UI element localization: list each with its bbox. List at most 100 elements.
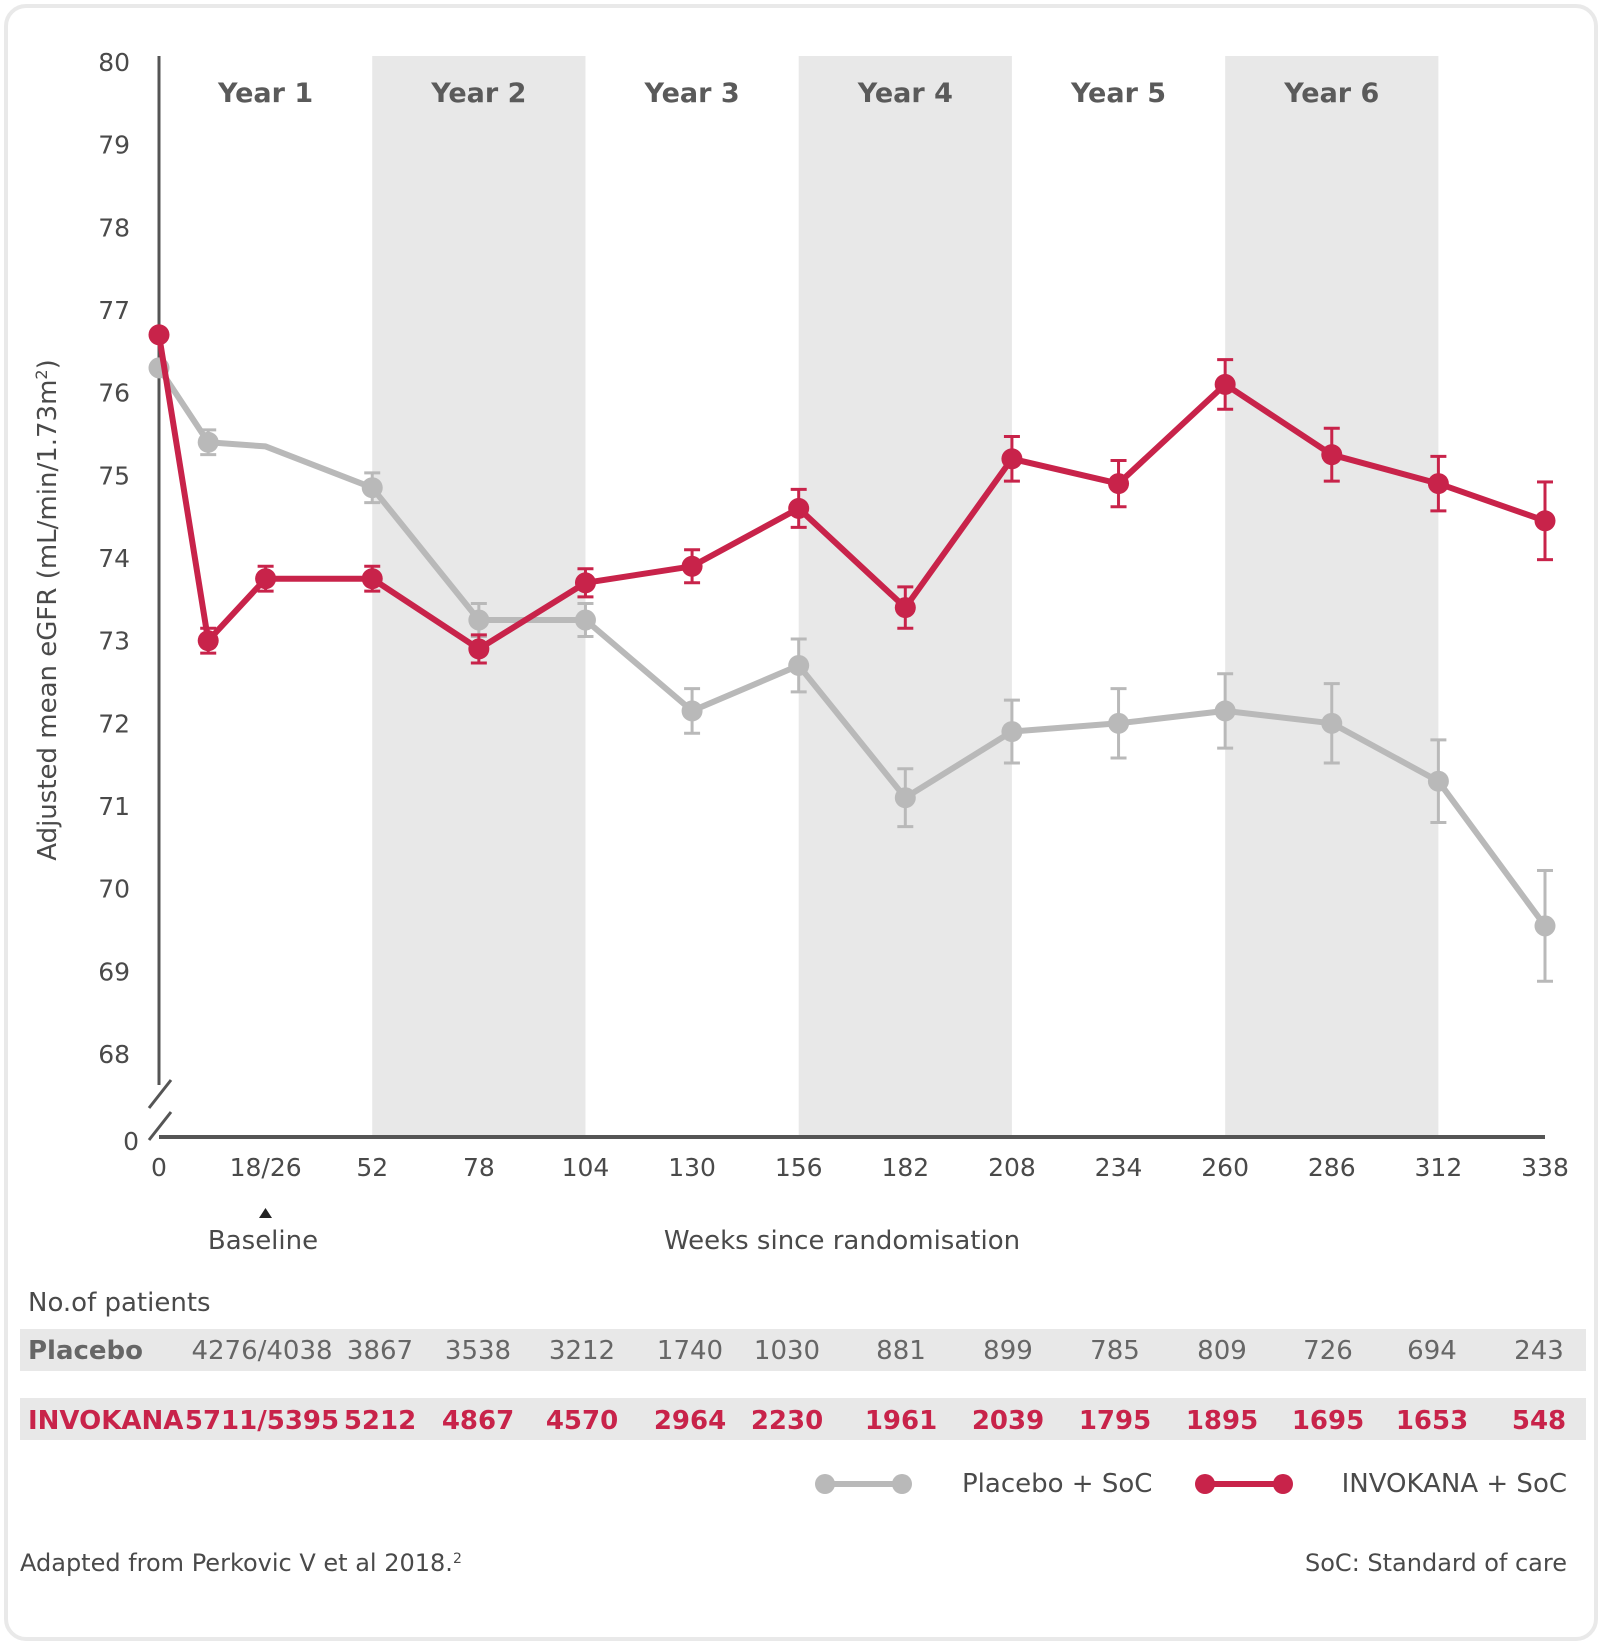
patients-table-cell: 4276/4038: [191, 1336, 332, 1366]
y-tick-label: 70: [98, 875, 130, 904]
data-point: [361, 568, 383, 590]
data-point: [1321, 712, 1343, 734]
data-point: [1108, 712, 1130, 734]
patients-table-cell: 1695: [1292, 1406, 1364, 1436]
invokana-row-bg: [20, 1398, 1586, 1440]
axis-break-mark-lower: [147, 1111, 173, 1141]
data-point: [1534, 510, 1556, 532]
year-band-label-5: Year 5: [1070, 78, 1166, 109]
patients-table-cell: 548: [1512, 1406, 1566, 1436]
year-band-2: [372, 56, 586, 1137]
x-tick-label: 286: [1308, 1153, 1356, 1182]
x-tick-label: 104: [562, 1153, 610, 1182]
y-axis: 80 79 78 77 76 75 74 73 72 71 70 69 68 0: [98, 48, 173, 1156]
y-break-zero-label: 0: [123, 1127, 139, 1156]
placebo-row-bg: [20, 1329, 1586, 1371]
y-tick-label: 72: [98, 709, 130, 738]
y-tick-label: 68: [98, 1040, 130, 1069]
y-tick-label: 74: [98, 544, 130, 573]
patients-table-cell: 243: [1514, 1336, 1564, 1366]
data-point: [1108, 473, 1130, 495]
year-band-label-4: Year 4: [857, 78, 953, 109]
patients-table-cell: 785: [1090, 1336, 1140, 1366]
data-point: [1321, 444, 1343, 466]
patients-table-cell: 2230: [751, 1406, 823, 1436]
legend-placebo-label: Placebo + SoC: [962, 1469, 1152, 1499]
patients-table-cell: 1961: [865, 1406, 937, 1436]
data-point: [574, 572, 596, 594]
x-tick-label: 18/26: [230, 1153, 302, 1182]
legend-placebo-dot-left: [815, 1474, 835, 1494]
y-tick-label: 69: [98, 957, 130, 986]
y-axis-title-sup: 2: [32, 369, 51, 379]
data-point: [894, 787, 916, 809]
year-band-label-2: Year 2: [430, 78, 526, 109]
patients-table-cell: 809: [1197, 1336, 1247, 1366]
data-point: [197, 630, 219, 652]
year-band-label-6: Year 6: [1283, 78, 1379, 109]
data-point: [1534, 915, 1556, 937]
baseline-marker-icon: [259, 1208, 272, 1218]
x-tick-label: 338: [1521, 1153, 1569, 1182]
x-tick-label: 182: [881, 1153, 929, 1182]
x-tick-label: 78: [463, 1153, 495, 1182]
data-point: [681, 555, 703, 577]
data-point: [468, 638, 490, 660]
patients-table-cell: 3867: [347, 1336, 413, 1366]
patients-table-cell: 1795: [1079, 1406, 1151, 1436]
y-tick-label: 78: [98, 213, 130, 242]
y-tick-label: 76: [98, 379, 130, 408]
patients-table-cells: 4276/4038 3867 3538 3212 1740 1030 881 899 785 80…: [185, 1336, 1566, 1436]
y-axis-title: Adjusted mean eGFR (mL/min/1.73m2): [32, 359, 64, 861]
x-tick-label: 234: [1095, 1153, 1143, 1182]
year-bands: Year 1 Year 2 Year 3 Year 4 Year 5 Year 6: [217, 56, 1439, 1137]
patients-table-cell: 1653: [1396, 1406, 1468, 1436]
legend-invokana-dot-left: [1195, 1474, 1215, 1494]
placebo-row-label: Placebo: [28, 1336, 143, 1366]
patients-table-cell: 4867: [442, 1406, 514, 1436]
source-note-sup: 2: [453, 1551, 462, 1567]
legend-invokana-label: INVOKANA + SoC: [1342, 1469, 1567, 1499]
data-point: [361, 477, 383, 499]
y-tick-label: 80: [98, 48, 130, 77]
data-point: [148, 324, 170, 346]
data-point: [788, 497, 810, 519]
x-tick-label: 52: [356, 1153, 388, 1182]
y-tick-label: 77: [98, 296, 130, 325]
patients-table-cell: 1895: [1186, 1406, 1258, 1436]
patients-table-cell: 1030: [754, 1336, 820, 1366]
data-point: [197, 431, 219, 453]
source-note: Adapted from Perkovic V et al 2018.2: [20, 1549, 462, 1577]
y-tick-label: 71: [98, 792, 130, 821]
data-point: [1214, 700, 1236, 722]
data-point: [1001, 448, 1023, 470]
patients-table-cell: 899: [983, 1336, 1033, 1366]
patients-table-cell: 4570: [546, 1406, 618, 1436]
data-point: [255, 568, 277, 590]
x-axis-title: Weeks since randomisation: [664, 1226, 1020, 1256]
y-tick-label: 73: [98, 627, 130, 656]
x-tick-label: 156: [775, 1153, 823, 1182]
data-point: [788, 654, 810, 676]
y-axis-title-main: Adjusted mean eGFR (mL/min/1.73m: [33, 380, 63, 861]
patients-table-cell: 881: [876, 1336, 926, 1366]
series-placebo: [148, 357, 1556, 983]
data-point: [468, 609, 490, 631]
legend-placebo-dot-right: [892, 1474, 912, 1494]
patients-table-cell: 2039: [972, 1406, 1044, 1436]
patients-table-cell: 5212: [344, 1406, 416, 1436]
data-point: [1427, 770, 1449, 792]
y-tick-label: 79: [98, 131, 130, 160]
patients-table-cell: 2964: [654, 1406, 726, 1436]
axis-break-mark-upper: [147, 1079, 173, 1109]
invokana-row-label: INVOKANA: [28, 1406, 183, 1436]
baseline-label: Baseline: [208, 1226, 318, 1256]
patients-table-cell: 3538: [445, 1336, 511, 1366]
series-layer: [148, 324, 1556, 983]
patients-table-title: No.of patients: [28, 1288, 211, 1318]
x-tick-label: 312: [1415, 1153, 1463, 1182]
year-band-6: [1225, 56, 1439, 1137]
x-tick-label: 260: [1201, 1153, 1249, 1182]
legend: Placebo + SoC INVOKANA + SoC: [815, 1469, 1567, 1499]
patients-table-cell: 1740: [657, 1336, 723, 1366]
